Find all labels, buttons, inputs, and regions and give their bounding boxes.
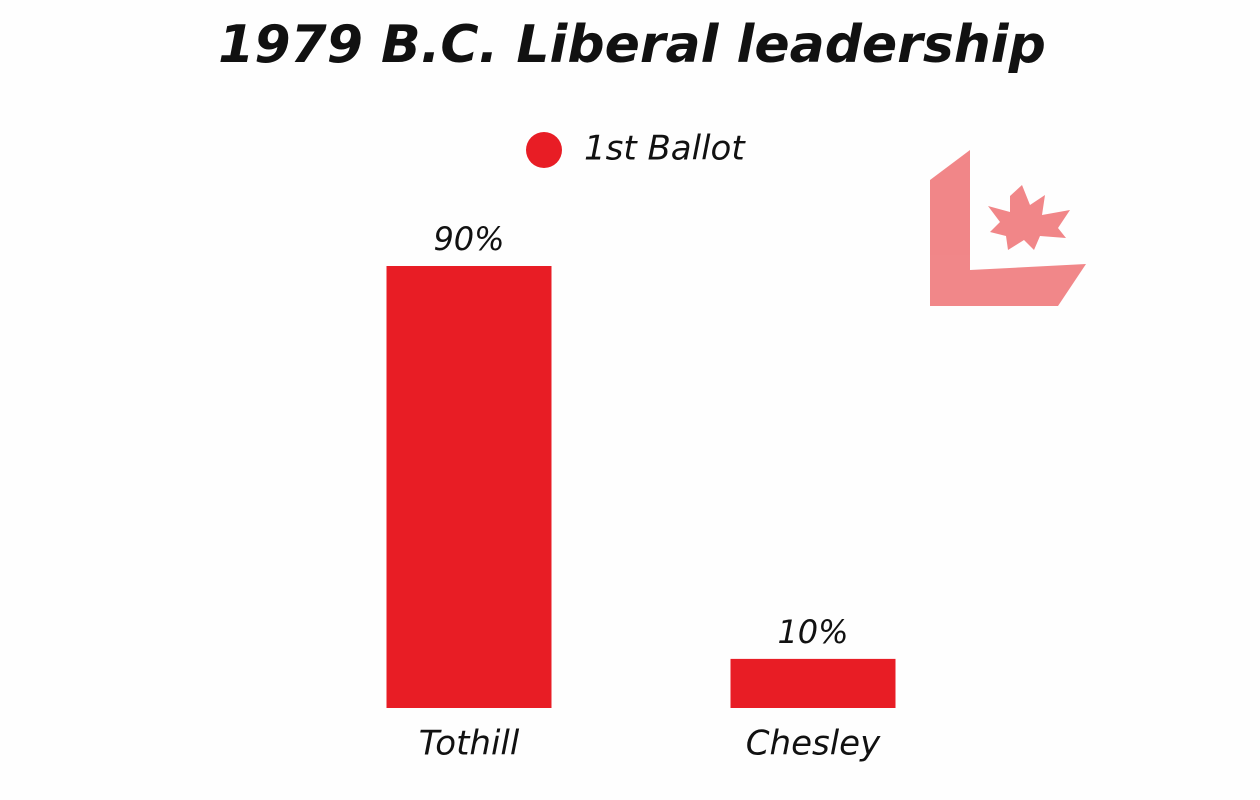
- x-tick-label: Tothill: [419, 724, 520, 764]
- bar: [730, 658, 896, 708]
- legend-label: 1st Ballot: [584, 129, 746, 169]
- value-label: 10%: [777, 613, 848, 651]
- logo-l-shape: [930, 150, 1086, 306]
- chart-title: 1979 B.C. Liberal leadership: [218, 15, 1046, 75]
- party-logo: [930, 150, 1086, 306]
- bar: [386, 266, 552, 708]
- value-label: 90%: [433, 220, 504, 258]
- legend-marker: [526, 132, 562, 168]
- logo-leaf: [988, 185, 1070, 250]
- x-tick-label: Chesley: [746, 724, 881, 764]
- legend: 1st Ballot: [526, 129, 746, 169]
- plot-area: 90% Tothill 10% Chesley: [386, 220, 896, 764]
